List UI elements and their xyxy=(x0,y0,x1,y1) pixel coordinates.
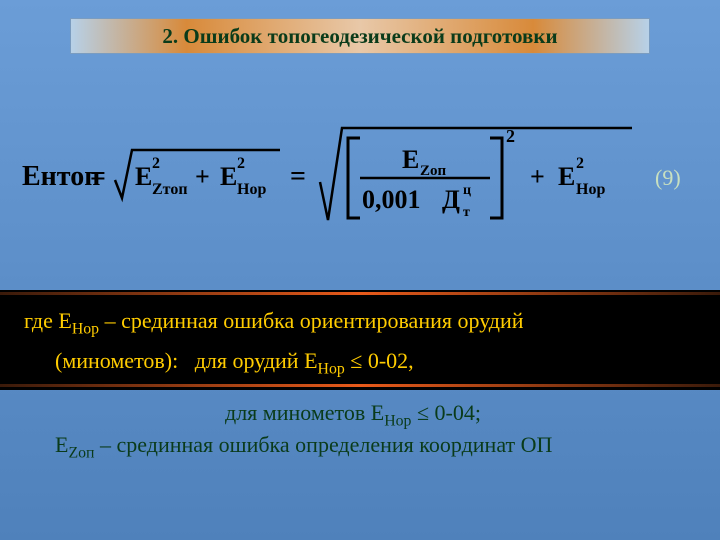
svg-text:Zоп: Zоп xyxy=(420,163,447,179)
svg-text:2: 2 xyxy=(237,155,245,172)
svg-text:т: т xyxy=(463,205,470,220)
f-t2b: E xyxy=(220,162,237,191)
equation-number: (9) xyxy=(655,165,681,191)
where-line-1: где EНор – срединная ошибка ориентирован… xyxy=(24,308,524,338)
svg-text:2: 2 xyxy=(576,155,584,172)
formula: Eнтоп = E 2 Zтоп + E 2 Нор = 2 E Zоп 0,0… xyxy=(20,120,700,230)
formula-svg: Eнтоп = E 2 Zтоп + E 2 Нор = 2 E Zоп 0,0… xyxy=(20,120,640,230)
svg-text:ц: ц xyxy=(463,183,471,198)
svg-text:Нор: Нор xyxy=(237,181,266,198)
svg-text:E: E xyxy=(402,145,419,174)
svg-text:+: + xyxy=(195,162,210,191)
svg-text:=: = xyxy=(290,161,306,192)
svg-text:Нор: Нор xyxy=(576,181,605,198)
mortar-line: для минометов EНор ≤ 0-04; xyxy=(225,400,481,430)
svg-text:E: E xyxy=(558,162,575,191)
svg-text:+: + xyxy=(530,162,545,191)
svg-text:2: 2 xyxy=(152,155,160,172)
strip-border-top xyxy=(0,292,720,295)
svg-text:Zтоп: Zтоп xyxy=(152,181,188,198)
ezop-line: EZоп – срединная ошибка определения коор… xyxy=(55,432,552,462)
svg-text:=: = xyxy=(90,161,106,192)
title-text: 2. Ошибок топогеодезической подготовки xyxy=(162,24,557,49)
f-lhs: Eнтоп xyxy=(22,161,100,192)
title-box: 2. Ошибок топогеодезической подготовки xyxy=(70,18,650,54)
svg-text:Д: Д xyxy=(442,185,460,214)
strip-border-bottom xyxy=(0,384,720,387)
svg-text:2: 2 xyxy=(506,126,515,146)
where-line-2: (минометов): для орудий EНор ≤ 0-02, xyxy=(55,348,414,378)
svg-text:0,001: 0,001 xyxy=(362,185,421,214)
f-t1b: E xyxy=(135,162,152,191)
